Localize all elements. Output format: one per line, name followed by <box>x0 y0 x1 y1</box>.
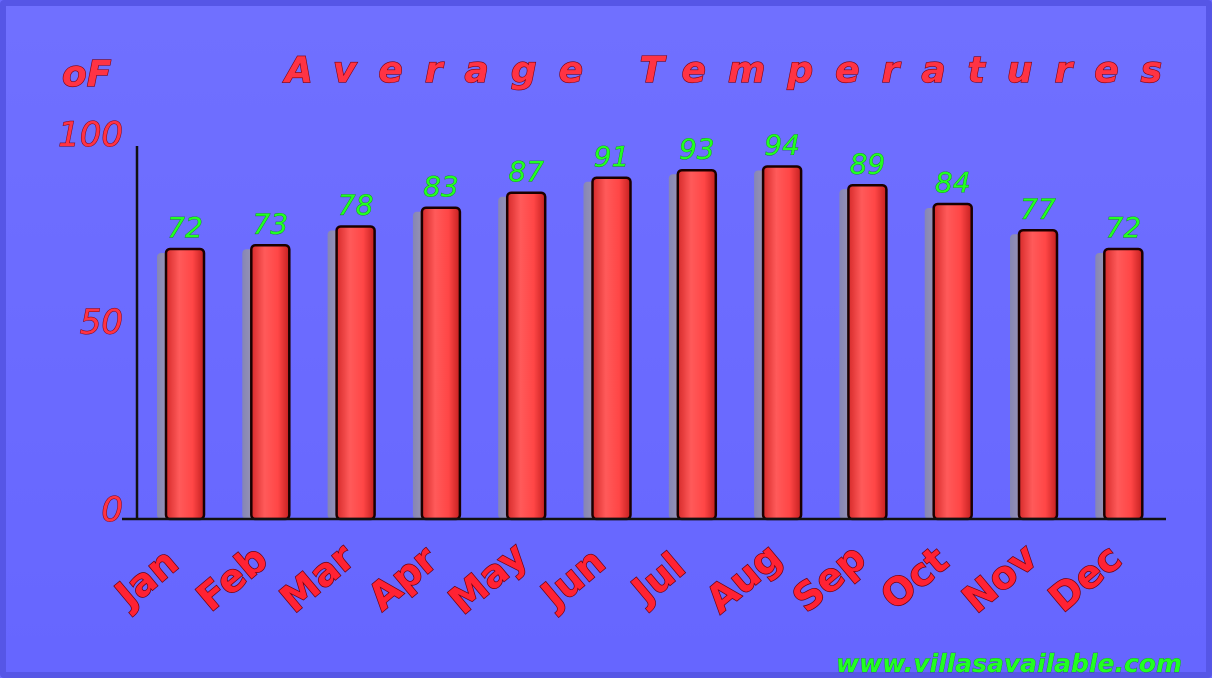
x-tick-oct: Oct <box>872 538 956 619</box>
data-label-dec: 72 <box>1105 211 1141 244</box>
bar-apr <box>420 206 462 521</box>
bar-dec <box>1103 247 1144 521</box>
data-label-nov: 77 <box>1020 192 1056 225</box>
x-tick-nov: Nov <box>954 534 1046 621</box>
bar-jan <box>164 247 206 521</box>
x-tick-jul: Jul <box>621 544 693 614</box>
bar-sep <box>847 184 888 521</box>
data-label-apr: 83 <box>423 170 459 203</box>
x-tick-aug: Aug <box>698 534 790 621</box>
data-label-may: 87 <box>508 155 544 188</box>
bar-jun <box>591 176 632 521</box>
x-tick-jan: Jan <box>105 540 187 619</box>
data-label-oct: 84 <box>935 166 971 199</box>
bar-oct <box>932 202 973 521</box>
x-tick-sep: Sep <box>784 535 874 620</box>
chart-title: Average Temperatures <box>282 50 1184 91</box>
data-label-mar: 78 <box>338 189 374 222</box>
x-tick-may: May <box>440 533 535 623</box>
bar-jul <box>676 169 718 521</box>
y-tick-0: 0 <box>101 490 123 530</box>
y-tick-50: 50 <box>80 303 123 343</box>
x-tick-mar: Mar <box>272 535 363 622</box>
x-tick-apr: Apr <box>360 537 446 619</box>
y-unit-label: oF <box>62 54 112 95</box>
x-tick-dec: Dec <box>1040 536 1129 621</box>
data-label-jun: 91 <box>594 140 630 173</box>
y-tick-100: 100 <box>58 115 123 155</box>
data-label-jan: 72 <box>167 211 203 244</box>
data-label-sep: 89 <box>850 147 886 180</box>
x-tick-feb: Feb <box>188 536 276 619</box>
watermark: www.villasavailable.com <box>836 649 1182 678</box>
y-ticks-group: 0 50 100 <box>58 115 124 531</box>
bar-mar <box>335 225 376 521</box>
bar-may <box>505 191 547 521</box>
x-tick-jun: Jun <box>531 539 614 619</box>
bar-feb <box>250 244 291 521</box>
bar-nov <box>1017 229 1059 521</box>
data-label-feb: 73 <box>252 207 288 240</box>
bar-aug <box>761 165 803 521</box>
data-label-jul: 93 <box>679 132 715 165</box>
bars-group: 72 73 78 83 87 91 93 94 89 84 77 72 <box>157 128 1144 521</box>
data-label-aug: 94 <box>764 129 800 162</box>
